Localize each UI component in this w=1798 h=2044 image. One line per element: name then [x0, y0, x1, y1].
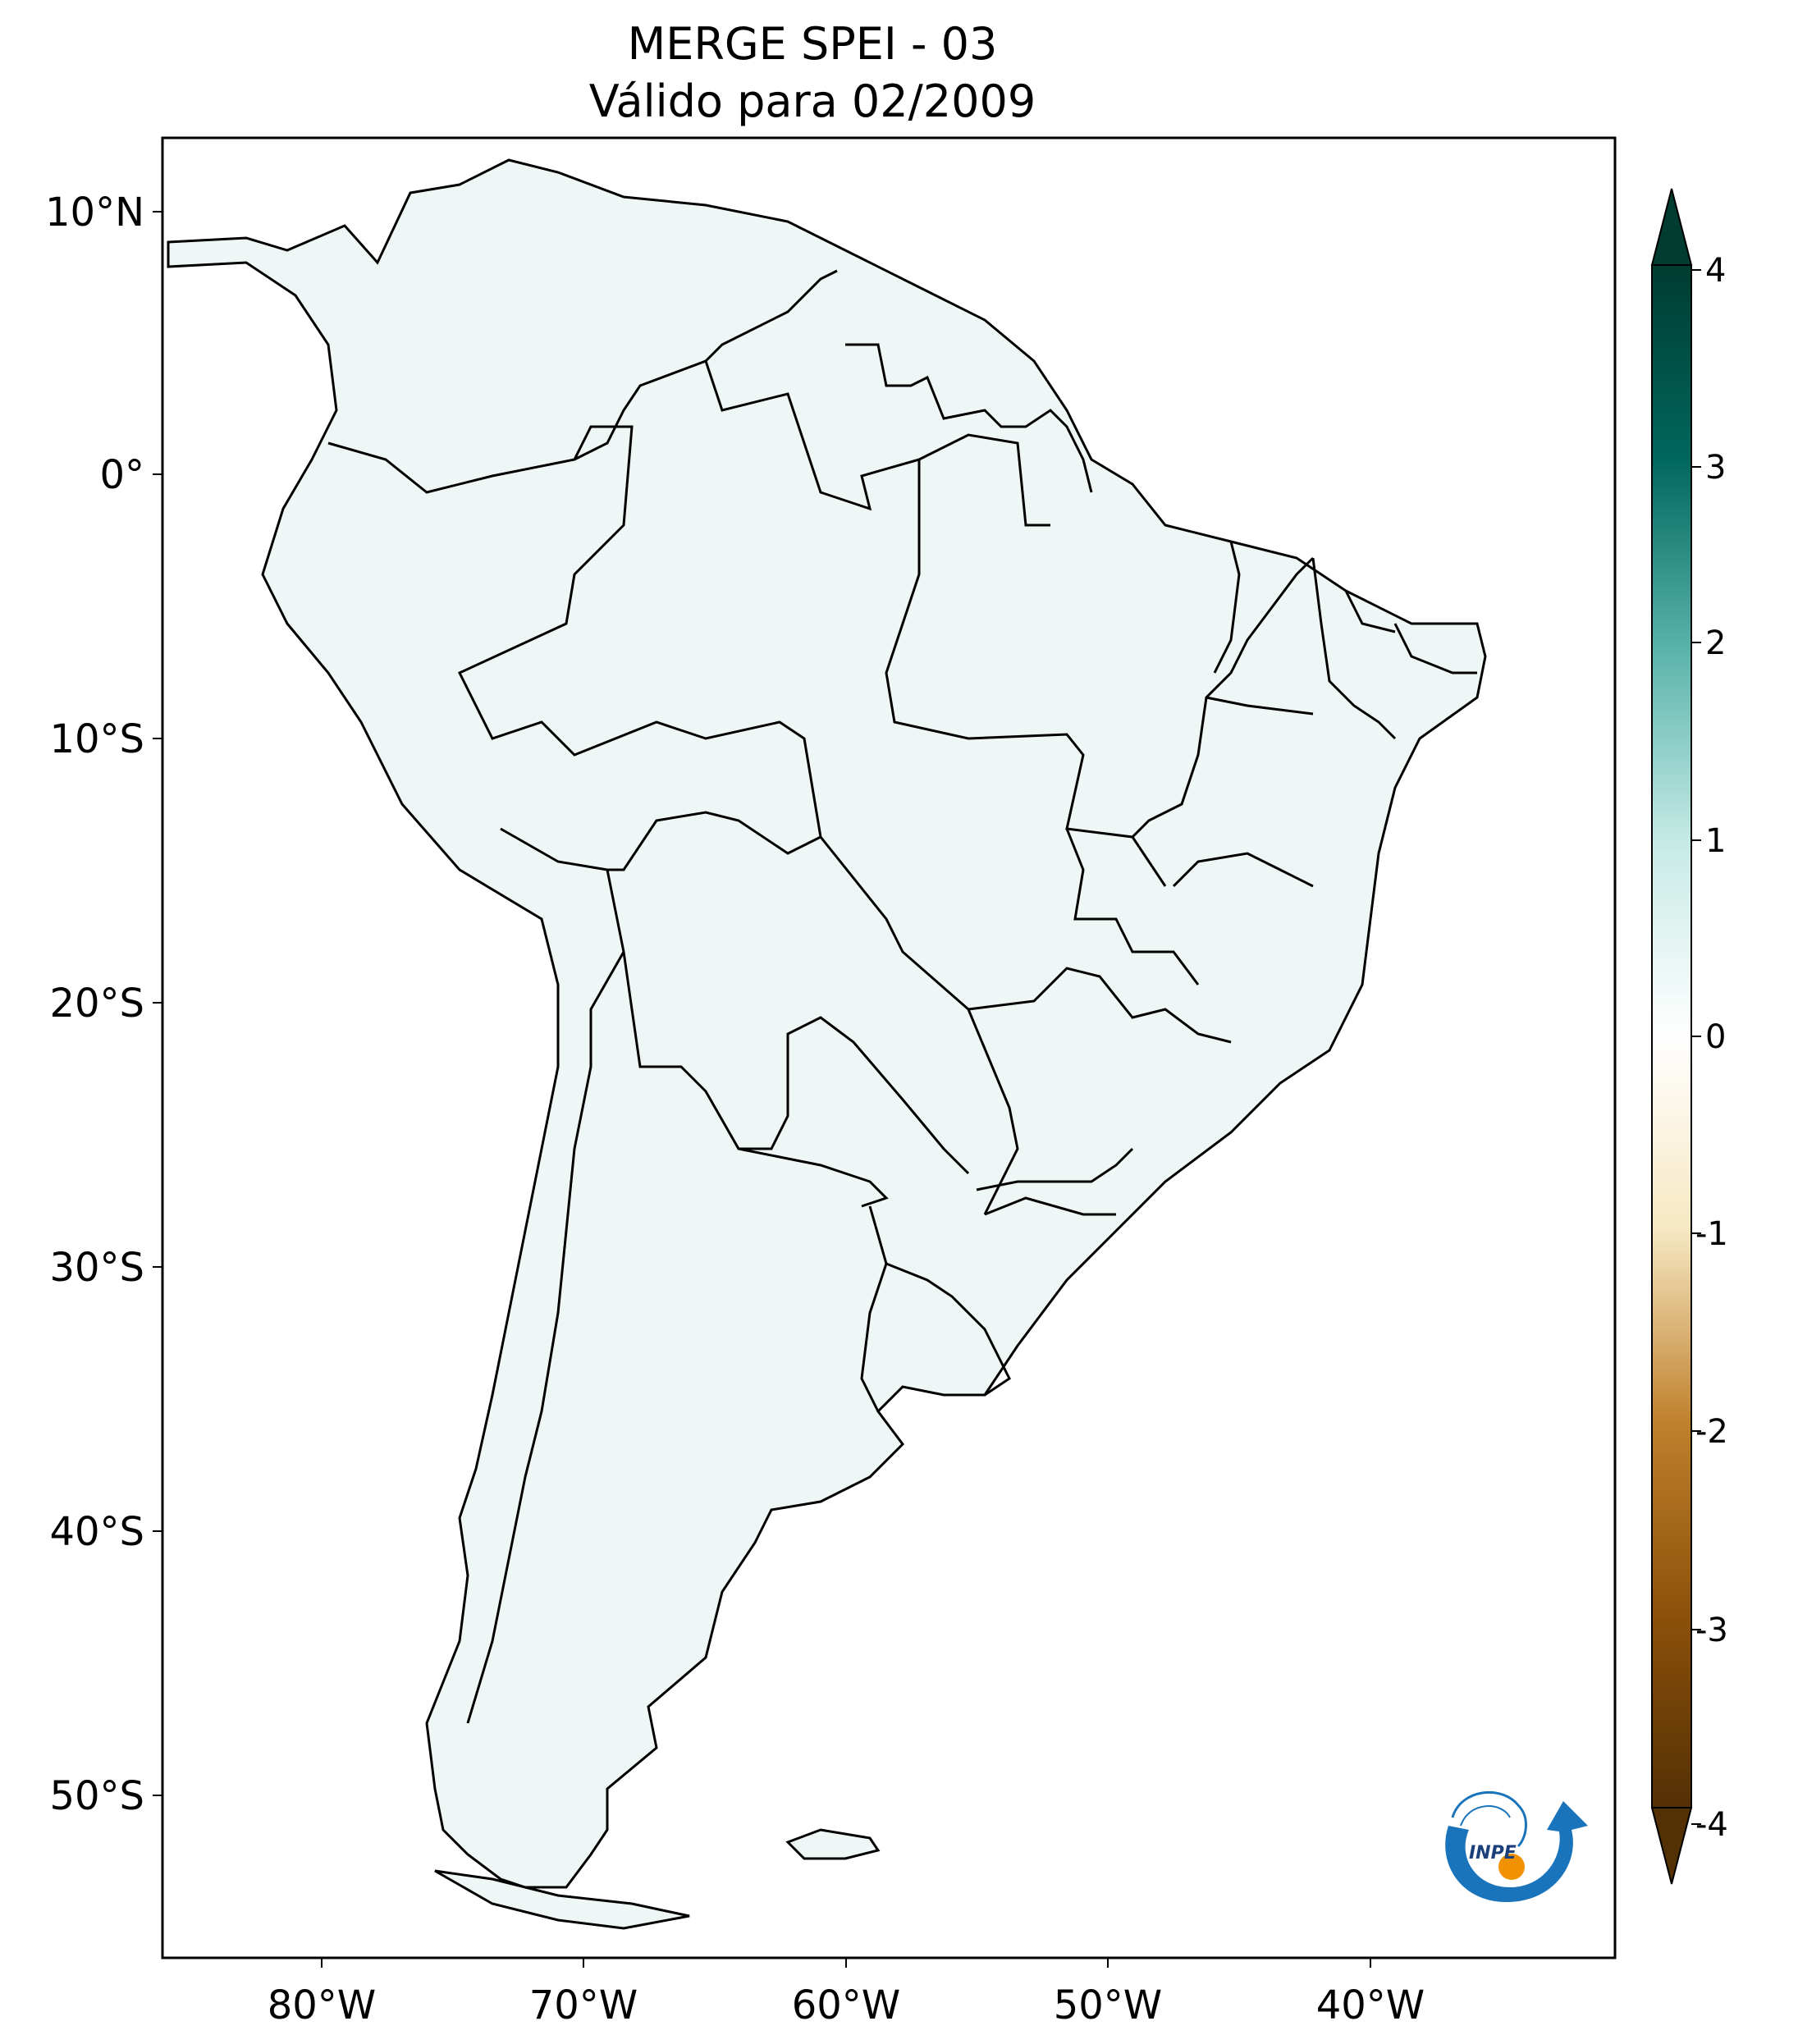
lat-label: 50°S: [49, 1773, 144, 1819]
map-subtitle: Válido para 02/2009: [588, 75, 1036, 127]
colorbar-tick-label: 0: [1705, 1018, 1726, 1056]
colorbar-tick-label: -4: [1695, 1806, 1728, 1844]
lon-label: 70°W: [529, 1982, 638, 2028]
lat-label: 10°N: [45, 190, 144, 235]
map-title: MERGE SPEI - 03: [627, 18, 998, 70]
lat-label: 0°: [99, 452, 144, 498]
political-borders: [327, 269, 1477, 1724]
lat-label: 40°S: [49, 1509, 144, 1555]
lat-label: 30°S: [49, 1245, 144, 1291]
colorbar-extend-min: [1650, 1807, 1693, 1885]
colorbar-tick-label: -3: [1695, 1612, 1728, 1649]
lat-axis: 10°N 0° 10°S 20°S 30°S 40°S 50°S: [45, 190, 162, 1819]
colorbar-tick-label: -2: [1695, 1413, 1728, 1451]
lon-label: 60°W: [792, 1982, 901, 2028]
colorbar-tick-label: -1: [1695, 1215, 1728, 1253]
lat-label: 20°S: [49, 981, 144, 1027]
lon-axis: 80°W 70°W 60°W 50°W 40°W: [268, 1958, 1425, 2028]
logo-text: INPE: [1469, 1843, 1517, 1863]
lon-label: 50°W: [1054, 1982, 1163, 2028]
colorbar: 4 3 2 1 0 -1 -2 -3 -4: [1650, 188, 1728, 1885]
colorbar-tick-label: 2: [1705, 624, 1726, 662]
colorbar-tick-label: 3: [1705, 449, 1726, 487]
colorbar-scale: [1651, 264, 1692, 1809]
inpe-logo: INPE: [1445, 1791, 1588, 1903]
lat-label: 10°S: [49, 716, 144, 762]
colorbar-tick-label: 4: [1705, 252, 1726, 290]
colorbar-extend-max: [1650, 188, 1693, 266]
lon-label: 40°W: [1316, 1982, 1425, 2028]
colorbar-tick-label: 1: [1705, 822, 1726, 860]
lon-label: 80°W: [268, 1982, 377, 2028]
